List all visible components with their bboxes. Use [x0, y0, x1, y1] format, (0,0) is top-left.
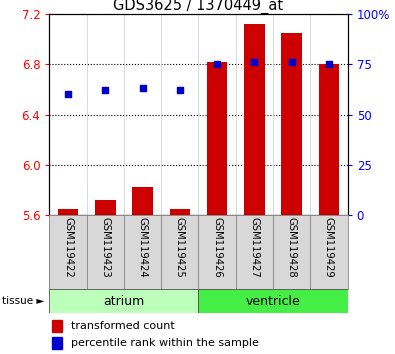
Bar	[207, 62, 228, 215]
Bar	[199, 289, 348, 313]
Bar	[49, 289, 199, 313]
Point	[65, 92, 71, 97]
Bar	[132, 187, 153, 215]
Bar	[244, 24, 265, 215]
Text: atrium: atrium	[103, 295, 145, 308]
Point	[177, 87, 183, 93]
Text: ventricle: ventricle	[246, 295, 301, 308]
Text: GSM119423: GSM119423	[100, 217, 110, 278]
Bar	[319, 64, 339, 215]
Point	[251, 59, 258, 65]
Bar	[53, 320, 62, 332]
Text: GSM119428: GSM119428	[287, 217, 297, 278]
Title: GDS3625 / 1370449_at: GDS3625 / 1370449_at	[113, 0, 284, 14]
Bar	[53, 337, 62, 349]
Bar	[236, 215, 273, 289]
Bar	[58, 209, 78, 215]
Text: tissue ►: tissue ►	[2, 296, 44, 306]
Bar	[49, 215, 87, 289]
Bar	[161, 215, 199, 289]
Text: GSM119426: GSM119426	[212, 217, 222, 278]
Point	[214, 62, 220, 67]
Bar	[199, 215, 236, 289]
Point	[326, 62, 332, 67]
Point	[288, 59, 295, 65]
Point	[139, 86, 146, 91]
Bar	[281, 33, 302, 215]
Text: GSM119425: GSM119425	[175, 217, 185, 278]
Text: transformed count: transformed count	[71, 321, 175, 331]
Bar	[124, 215, 161, 289]
Bar	[310, 215, 348, 289]
Bar	[273, 215, 310, 289]
Bar	[95, 200, 116, 215]
Text: GSM119427: GSM119427	[249, 217, 260, 278]
Point	[102, 87, 109, 93]
Text: GSM119429: GSM119429	[324, 217, 334, 278]
Text: percentile rank within the sample: percentile rank within the sample	[71, 338, 259, 348]
Bar	[87, 215, 124, 289]
Text: GSM119424: GSM119424	[137, 217, 148, 278]
Bar	[169, 209, 190, 215]
Text: GSM119422: GSM119422	[63, 217, 73, 278]
